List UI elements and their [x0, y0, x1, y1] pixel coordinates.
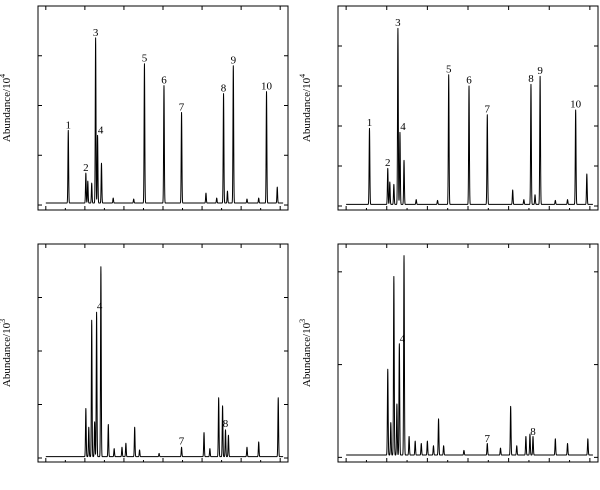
peak-label-2: 2 — [83, 162, 89, 174]
y-axis-label-exponent: 4 — [298, 74, 307, 78]
peak-label-4: 4 — [98, 124, 104, 136]
chart-panel-d: Abundance/103 4 7 8 — [298, 243, 599, 463]
y-axis-label-exponent: 3 — [298, 319, 307, 323]
y-axis-label: Abundance/104 — [298, 74, 313, 142]
peak-label-7: 7 — [485, 433, 491, 445]
plot-frame — [337, 243, 599, 463]
plot-frame — [37, 243, 289, 463]
peak-label-6: 6 — [161, 75, 167, 87]
peak-label-6: 6 — [466, 75, 472, 87]
peak-label-10: 10 — [570, 99, 582, 111]
peak-label-8: 8 — [221, 83, 227, 95]
peak-label-4: 4 — [400, 121, 406, 133]
y-axis-label: Abundance/103 — [298, 319, 313, 387]
peak-label-8: 8 — [530, 426, 536, 438]
peak-label-1: 1 — [66, 119, 72, 131]
chart-panel-c: Abundance/103 4 7 8 — [0, 243, 289, 463]
chromatogram-trace — [345, 27, 594, 205]
peak-label-5: 5 — [446, 63, 452, 75]
peak-label-7: 7 — [179, 101, 185, 113]
peak-label-9: 9 — [537, 65, 543, 77]
chromatogram-trace — [45, 37, 284, 204]
peak-label-2: 2 — [385, 157, 391, 169]
peak-label-8: 8 — [223, 418, 229, 430]
y-axis-label-exponent: 3 — [0, 319, 7, 323]
y-axis-label-base: Abundance/10 — [301, 77, 313, 142]
y-axis-label-exponent: 4 — [0, 74, 7, 78]
peak-label-9: 9 — [231, 55, 237, 67]
peak-label-8: 8 — [528, 73, 534, 85]
peak-label-4: 4 — [400, 333, 406, 345]
y-axis-label: Abundance/104 — [0, 74, 13, 142]
y-axis-label-base: Abundance/10 — [301, 322, 313, 387]
peak-label-7: 7 — [179, 436, 185, 448]
peak-label-1: 1 — [367, 117, 373, 129]
peak-label-5: 5 — [142, 53, 148, 65]
chromatogram-trace — [345, 255, 594, 456]
y-axis-label: Abundance/103 — [0, 319, 13, 387]
peak-label-4: 4 — [97, 301, 103, 313]
peak-label-3: 3 — [395, 17, 401, 29]
y-axis-label-base: Abundance/10 — [1, 322, 13, 387]
peak-label-3: 3 — [93, 27, 99, 39]
peak-label-7: 7 — [485, 103, 491, 115]
y-axis-label-base: Abundance/10 — [1, 77, 13, 142]
chromatogram-trace — [45, 266, 284, 458]
peak-label-10: 10 — [261, 81, 273, 93]
